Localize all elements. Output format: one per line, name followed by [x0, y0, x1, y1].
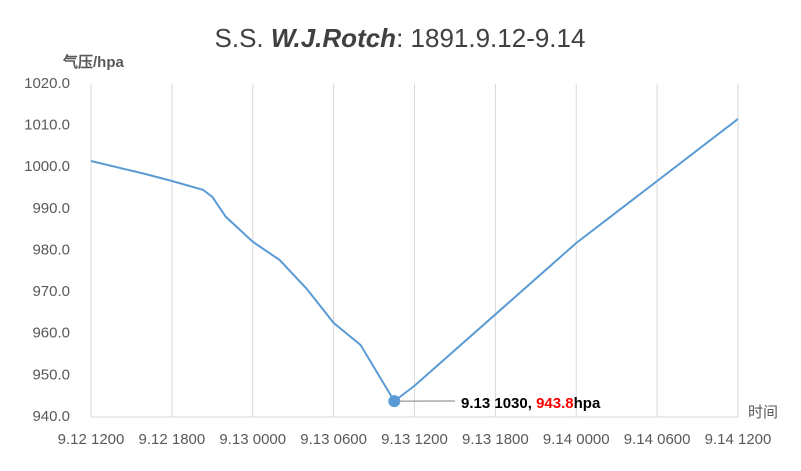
- y-tick-label: 970.0: [32, 283, 70, 300]
- x-tick-label: 9.14 0000: [543, 431, 610, 448]
- y-tick-label: 1010.0: [24, 117, 70, 134]
- chart-title: S.S. W.J.Rotch: 1891.9.12-9.14: [215, 23, 586, 53]
- y-tick-label: 950.0: [32, 366, 70, 383]
- annotation-unit: hpa: [574, 395, 601, 412]
- x-tick-label: 9.13 1800: [462, 431, 529, 448]
- title-prefix: S.S.: [215, 23, 264, 53]
- y-tick-label: 960.0: [32, 325, 70, 342]
- y-tick-label: 1020.0: [24, 75, 70, 92]
- x-axis-label: 时间: [748, 404, 778, 421]
- x-tick-label: 9.13 0600: [300, 431, 367, 448]
- annotation-point: [388, 395, 401, 408]
- y-tick-label: 990.0: [32, 200, 70, 217]
- x-tick-label: 9.12 1200: [58, 431, 125, 448]
- x-tick-label: 9.13 1200: [381, 431, 448, 448]
- annotation-prefix: 9.13 1030,: [461, 395, 536, 412]
- annotation: 9.13 1030, 943.8hpa: [461, 395, 601, 412]
- annotation-value: 943.8: [536, 395, 574, 412]
- x-tick-label: 9.14 0600: [624, 431, 691, 448]
- title-suffix: : 1891.9.12-9.14: [396, 23, 585, 53]
- y-tick-label: 940.0: [32, 408, 70, 425]
- x-tick-label: 9.13 0000: [219, 431, 286, 448]
- line: [90, 118, 739, 403]
- y-axis-label: 气压/hpa: [62, 53, 124, 71]
- x-tick-label: 9.12 1800: [139, 431, 206, 448]
- y-tick-label: 980.0: [32, 241, 70, 258]
- title-ship: W.J.Rotch: [271, 23, 396, 53]
- y-tick-label: 1000.0: [24, 158, 70, 175]
- x-tick-label: 9.14 1200: [705, 431, 772, 448]
